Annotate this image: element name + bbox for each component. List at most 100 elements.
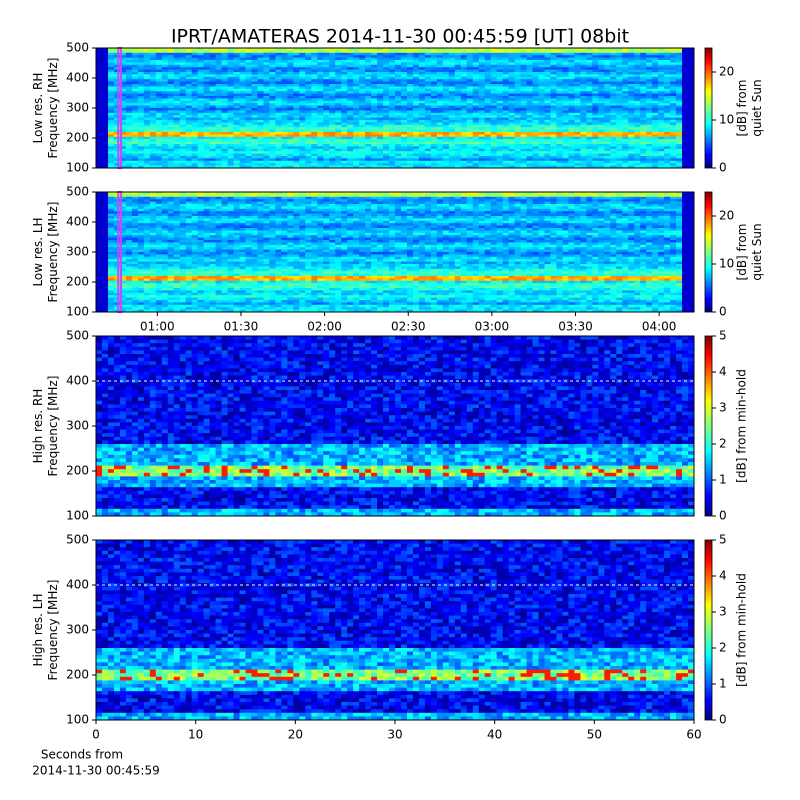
spectrogram-cell bbox=[604, 142, 610, 145]
spectrogram-cell bbox=[216, 108, 222, 111]
spectrogram-cell bbox=[437, 125, 443, 128]
spectrogram-cell bbox=[96, 110, 102, 113]
spectrogram-cell bbox=[562, 127, 568, 130]
spectrogram-cell bbox=[377, 154, 383, 157]
spectrogram-cell bbox=[407, 146, 413, 149]
spectrogram-cell bbox=[168, 130, 174, 133]
spectrogram-cell bbox=[377, 103, 383, 106]
spectrogram-cell bbox=[275, 110, 281, 113]
spectrogram-cell bbox=[144, 53, 150, 56]
spectrogram-cell bbox=[371, 89, 377, 92]
spectrogram-cell bbox=[126, 79, 132, 82]
spectrogram-cell bbox=[616, 120, 622, 123]
spectrogram-cell bbox=[395, 113, 401, 116]
spectrogram-cell bbox=[473, 96, 479, 99]
spectrogram-cell bbox=[222, 74, 228, 77]
spectrogram-cell bbox=[383, 113, 389, 116]
spectrogram-cell bbox=[539, 70, 545, 73]
spectrogram-cell bbox=[407, 96, 413, 99]
spectrogram-cell bbox=[449, 84, 455, 87]
spectrogram-cell bbox=[210, 137, 216, 140]
spectrogram-cell bbox=[395, 144, 401, 147]
spectrogram-cell bbox=[598, 137, 604, 140]
spectrogram-cell bbox=[539, 115, 545, 118]
spectrogram-cell bbox=[144, 134, 150, 137]
spectrogram-cell bbox=[269, 108, 275, 111]
spectrogram-cell bbox=[156, 137, 162, 140]
spectrogram-cell bbox=[622, 139, 628, 142]
spectrogram-cell bbox=[168, 60, 174, 63]
spectrogram-cell bbox=[114, 154, 120, 157]
spectrogram-cell bbox=[287, 142, 293, 145]
spectrogram-cell bbox=[670, 151, 676, 154]
spectrogram-cell bbox=[586, 130, 592, 133]
spectrogram-cell bbox=[371, 72, 377, 75]
spectrogram-cell bbox=[281, 151, 287, 154]
spectrogram-cell bbox=[347, 127, 353, 130]
spectrogram-cell bbox=[461, 82, 467, 85]
spectrogram-cell bbox=[664, 89, 670, 92]
spectrogram-cell bbox=[634, 149, 640, 152]
spectrogram-cell bbox=[96, 65, 102, 68]
spectrogram-cell bbox=[353, 156, 359, 159]
spectrogram-cell bbox=[240, 106, 246, 109]
spectrogram-cell bbox=[521, 103, 527, 106]
spectrogram-cell bbox=[240, 110, 246, 113]
spectrogram-cell bbox=[299, 158, 305, 161]
spectrogram-cell bbox=[568, 74, 574, 77]
spectrogram-cell bbox=[527, 132, 533, 135]
spectrogram-cell bbox=[210, 130, 216, 133]
spectrogram-cell bbox=[688, 110, 694, 113]
spectrogram-cell bbox=[550, 127, 556, 130]
spectrogram-cell bbox=[162, 130, 168, 133]
spectrogram-cell bbox=[204, 103, 210, 106]
spectrogram-cell bbox=[461, 144, 467, 147]
spectrogram-cell bbox=[335, 146, 341, 149]
spectrogram-cell bbox=[521, 94, 527, 97]
spectrogram-cell bbox=[533, 70, 539, 73]
spectrogram-cell bbox=[150, 72, 156, 75]
spectrogram-cell bbox=[497, 67, 503, 70]
spectrogram-cell bbox=[545, 58, 551, 61]
spectrogram-cell bbox=[413, 86, 419, 89]
spectrogram-cell bbox=[610, 94, 616, 97]
spectrogram-cell bbox=[150, 139, 156, 142]
spectrogram-cell bbox=[521, 106, 527, 109]
spectrogram-cell bbox=[574, 55, 580, 58]
spectrogram-cell bbox=[634, 60, 640, 63]
spectrogram-cell bbox=[646, 103, 652, 106]
spectrogram-cell bbox=[568, 156, 574, 159]
spectrogram-cell bbox=[533, 53, 539, 56]
spectrogram-cell bbox=[150, 55, 156, 58]
spectrogram-cell bbox=[257, 60, 263, 63]
spectrogram-cell bbox=[323, 74, 329, 77]
spectrogram-cell bbox=[658, 142, 664, 145]
spectrogram-cell bbox=[192, 79, 198, 82]
spectrogram-cell bbox=[407, 58, 413, 61]
spectrogram-cell bbox=[515, 134, 521, 137]
spectrogram-cell bbox=[497, 154, 503, 157]
spectrogram-cell bbox=[658, 118, 664, 121]
spectrogram-cell bbox=[240, 118, 246, 121]
spectrogram-cell bbox=[688, 158, 694, 161]
spectrogram-cell bbox=[240, 108, 246, 111]
spectrogram-cell bbox=[389, 110, 395, 113]
spectrogram-cell bbox=[503, 60, 509, 63]
spectrogram-cell bbox=[521, 161, 527, 164]
spectrogram-cell bbox=[473, 108, 479, 111]
spectrogram-cell bbox=[251, 74, 257, 77]
spectrogram-cell bbox=[461, 154, 467, 157]
spectrogram-cell bbox=[257, 146, 263, 149]
spectrogram-cell bbox=[299, 91, 305, 94]
spectrogram-cell bbox=[604, 53, 610, 56]
spectrogram-cell bbox=[676, 163, 682, 166]
spectrogram-cell bbox=[688, 55, 694, 58]
spectrogram-cell bbox=[281, 142, 287, 145]
spectrogram-cell bbox=[604, 118, 610, 121]
spectrogram-cell bbox=[216, 161, 222, 164]
spectrogram-cell bbox=[162, 134, 168, 137]
spectrogram-cell bbox=[509, 74, 515, 77]
spectrogram-cell bbox=[377, 118, 383, 121]
spectrogram-cell bbox=[383, 103, 389, 106]
spectrogram-cell bbox=[664, 161, 670, 164]
